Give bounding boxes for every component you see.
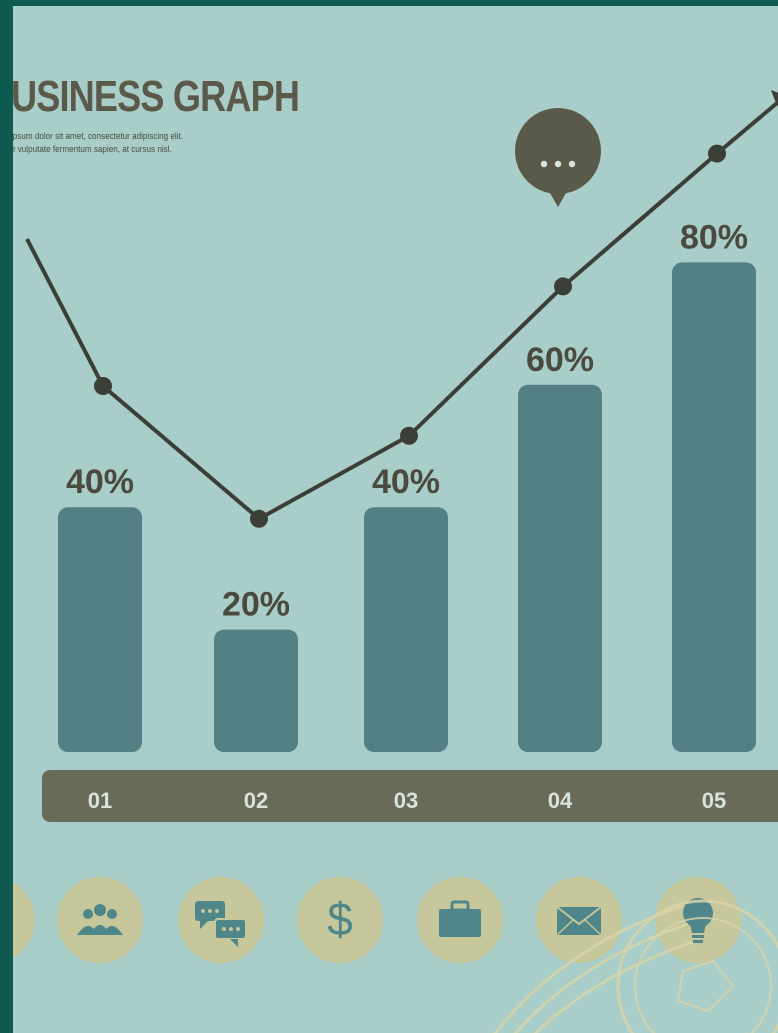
briefcase-icon [439,900,481,937]
bar-04 [518,384,602,752]
subtitle-line-2: e vulputate fermentum sapien, at cursus … [13,144,172,154]
chat-bubbles-icon [195,901,247,947]
bar-05 [672,262,756,752]
briefcase-icon-circle [417,877,503,963]
people-group-icon [77,904,123,935]
trend-point-03 [400,426,418,445]
people-icon-partial-circle [13,877,35,963]
category-label-02: 02 [244,788,268,813]
speech-bubble-tail [546,186,570,207]
trend-arrow-head [771,90,778,106]
trend-point-05 [708,144,726,163]
speech-bubble-dot-2 [554,160,562,168]
bar-value-label-02: 20% [222,586,290,624]
trend-point-04 [554,277,572,296]
envelope-icon-circle [536,877,622,963]
bar-value-label-01: 40% [66,463,134,501]
trend-point-02 [250,509,268,528]
svg-text:$: $ [327,893,353,945]
chart-title: USINESS GRAPH [13,72,300,121]
chat-bubbles-icon-circle [178,877,264,963]
category-band [42,770,778,822]
dollar-icon-circle: $ [297,877,383,963]
lightbulb-icon [683,898,713,943]
bar-value-label-03: 40% [372,463,440,501]
trend-point-01 [94,377,112,395]
bar-01 [58,507,142,752]
trend-line [25,99,778,522]
subtitle-line-1: ipsum dolor sit amet, consectetur adipis… [13,131,183,141]
category-label-01: 01 [88,788,112,813]
category-label-04: 04 [548,788,573,813]
people-group-icon-circle [57,877,143,963]
category-label-05: 05 [702,788,726,813]
bar-value-label-04: 60% [526,341,594,379]
envelope-icon [556,906,602,936]
speech-bubble-dot-1 [540,160,548,168]
lightbulb-icon-circle [655,877,741,963]
bar-chart: 40% 01 20% 02 40% 03 60% 04 80% 05 [25,90,778,822]
bar-02 [214,629,298,752]
bar-value-label-05: 80% [680,218,748,256]
speech-bubble-dot-3 [568,160,576,168]
speech-bubble [515,108,601,194]
postal-stamp-decoration [493,899,778,1033]
category-label-03: 03 [394,788,418,813]
bar-03 [364,507,448,752]
infographic-panel: USINESS GRAPH ipsum dolor sit amet, cons… [13,6,778,1033]
dollar-icon: $ [327,893,353,945]
people-icon [13,877,35,963]
